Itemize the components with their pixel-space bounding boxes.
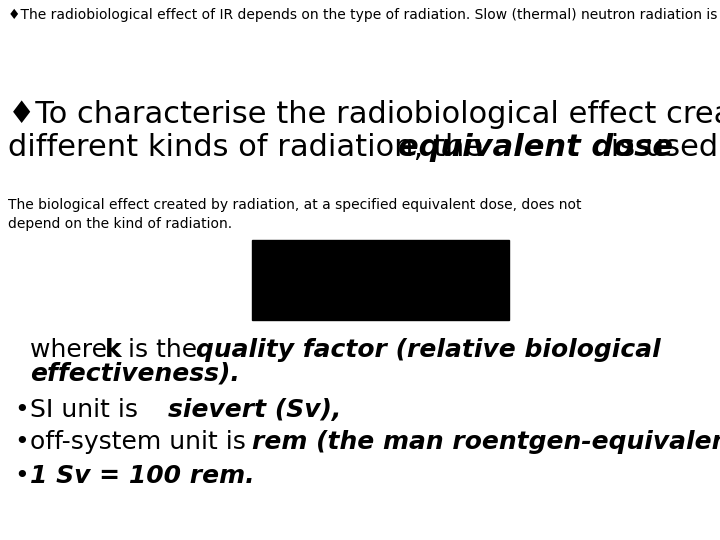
Text: sievert (Sv),: sievert (Sv),: [168, 398, 341, 422]
Text: •: •: [14, 430, 29, 454]
Text: ♦The radiobiological effect of IR depends on the type of radiation. Slow (therma: ♦The radiobiological effect of IR depend…: [8, 8, 720, 22]
Text: •: •: [14, 398, 29, 422]
Text: •: •: [14, 464, 29, 488]
Text: where: where: [30, 338, 115, 362]
Text: 1 Sv = 100 rem.: 1 Sv = 100 rem.: [30, 464, 255, 488]
Text: is used.: is used.: [601, 133, 720, 162]
Text: different kinds of radiation, the: different kinds of radiation, the: [8, 133, 493, 162]
Text: SI unit is: SI unit is: [30, 398, 146, 422]
Text: ♦To characterise the radiobiological effect created by: ♦To characterise the radiobiological eff…: [8, 100, 720, 129]
Text: equivalent dose: equivalent dose: [398, 133, 673, 162]
Text: is the: is the: [120, 338, 205, 362]
Text: rem (the man roentgen-equivalent).: rem (the man roentgen-equivalent).: [252, 430, 720, 454]
Text: quality factor (relative biological: quality factor (relative biological: [196, 338, 661, 362]
Text: off-system unit is: off-system unit is: [30, 430, 254, 454]
Text: effectiveness).: effectiveness).: [30, 362, 240, 386]
Text: k: k: [105, 338, 122, 362]
Text: The biological effect created by radiation, at a specified equivalent dose, does: The biological effect created by radiati…: [8, 198, 582, 231]
Bar: [252, 240, 509, 320]
